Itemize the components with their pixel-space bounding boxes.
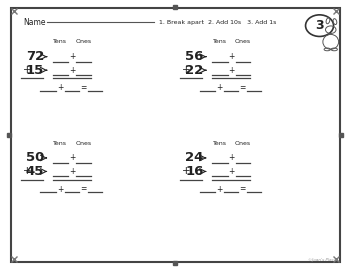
Text: +: +: [229, 167, 235, 176]
Text: Tens: Tens: [212, 141, 227, 146]
Text: Tens: Tens: [53, 141, 67, 146]
Text: Ones: Ones: [235, 141, 251, 146]
Text: Ones: Ones: [76, 141, 92, 146]
Text: 24: 24: [185, 151, 203, 164]
Text: Tens: Tens: [53, 39, 67, 44]
Text: +: +: [182, 65, 191, 75]
Text: Ones: Ones: [76, 39, 92, 44]
Text: +: +: [69, 167, 76, 176]
Text: =: =: [239, 83, 246, 92]
Text: =: =: [80, 83, 86, 92]
Text: Ones: Ones: [235, 39, 251, 44]
Text: +: +: [69, 52, 76, 61]
Text: 50: 50: [26, 151, 44, 164]
Text: Name: Name: [23, 18, 45, 27]
Text: +: +: [229, 52, 235, 61]
Text: +: +: [23, 166, 32, 177]
Text: Tens: Tens: [212, 39, 227, 44]
Text: 1. Break apart  2. Add 10s   3. Add 1s: 1. Break apart 2. Add 10s 3. Add 1s: [159, 20, 276, 25]
Text: 15: 15: [26, 64, 44, 77]
Text: 22: 22: [185, 64, 203, 77]
Text: +: +: [69, 153, 76, 163]
Text: +: +: [217, 83, 223, 92]
Text: +: +: [57, 184, 64, 194]
Text: 45: 45: [26, 165, 44, 178]
Text: +: +: [23, 65, 32, 75]
Text: 72: 72: [26, 50, 44, 63]
Text: +: +: [182, 166, 191, 177]
Text: =: =: [239, 184, 246, 194]
Text: +: +: [229, 66, 235, 75]
Text: +: +: [229, 153, 235, 163]
Text: 56: 56: [185, 50, 203, 63]
FancyBboxPatch shape: [10, 8, 340, 262]
Text: 16: 16: [185, 165, 203, 178]
Text: +: +: [69, 66, 76, 75]
Text: 3: 3: [315, 19, 324, 32]
Text: +: +: [217, 184, 223, 194]
Text: ©Joan's Place: ©Joan's Place: [308, 258, 336, 262]
Text: =: =: [80, 184, 86, 194]
Text: +: +: [57, 83, 64, 92]
